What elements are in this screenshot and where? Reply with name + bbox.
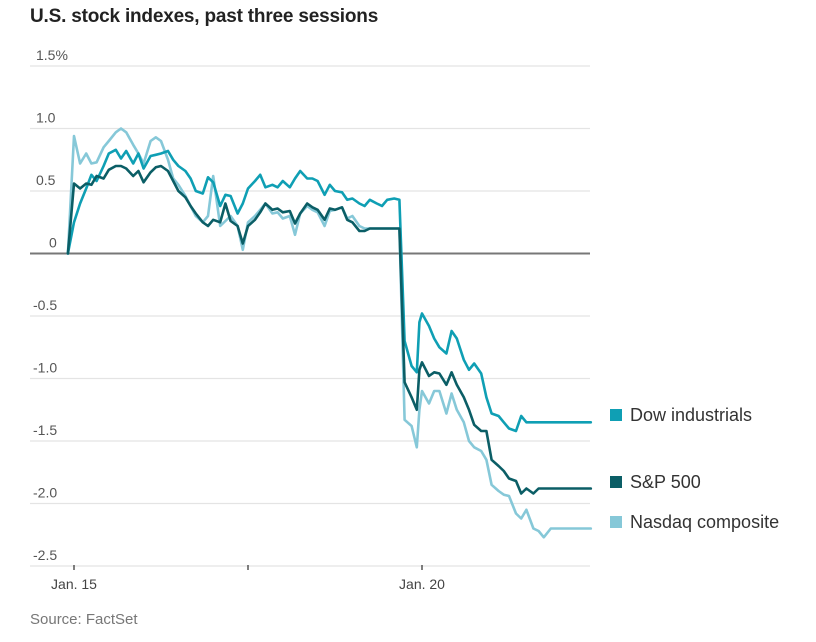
x-tick-label: Jan. 20: [399, 576, 445, 592]
series-line-s-p-500: [66, 164, 593, 495]
legend: Dow industrials S&P 500 Nasdaq composite: [610, 405, 779, 532]
legend-label: Nasdaq composite: [630, 512, 779, 532]
series-lines: [66, 127, 593, 539]
legend-swatch: [610, 516, 622, 528]
legend-swatch: [610, 409, 622, 421]
y-tick-label: 0: [49, 235, 57, 251]
y-tick-label: -0.5: [33, 297, 57, 313]
x-axis: Jan. 15 Jan. 20: [51, 565, 445, 592]
chart-title: U.S. stock indexes, past three sessions: [30, 6, 379, 27]
legend-swatch: [610, 476, 622, 488]
y-tick-label: 1.5%: [36, 47, 68, 63]
y-tick-label: -1.5: [33, 422, 57, 438]
x-tick-label: Jan. 15: [51, 576, 97, 592]
y-tick-label: -2.5: [33, 547, 57, 563]
y-axis-ticks: 1.5% 1.0 0.5 0 -0.5 -1.0 -1.5 -2.0 -2.5: [33, 47, 68, 563]
gridlines: [30, 65, 590, 567]
legend-label: Dow industrials: [630, 405, 752, 425]
y-tick-label: 1.0: [36, 110, 56, 126]
source-note: Source: FactSet: [30, 611, 138, 628]
series-line-nasdaq-composite: [66, 127, 593, 539]
y-tick-label: -2.0: [33, 485, 57, 501]
legend-label: S&P 500: [630, 472, 701, 492]
y-tick-label: 0.5: [36, 172, 56, 188]
y-tick-label: -1.0: [33, 360, 57, 376]
series-line-dow-industrials: [66, 148, 593, 433]
